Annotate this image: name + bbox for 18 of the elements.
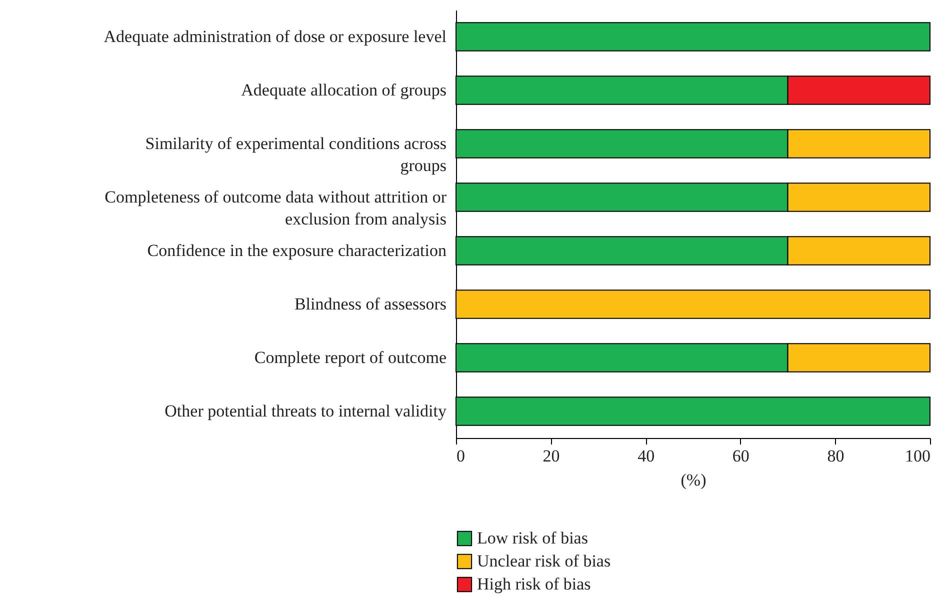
y-tick-label: Complete report of outcome [254, 348, 446, 367]
x-tick-label: 80 [827, 446, 844, 466]
y-tick-label: Adequate administration of dose or exposure level [104, 26, 447, 46]
y-tick-label: Completeness of outcome data without attrition or exclusion from analysis [104, 187, 447, 228]
x-tick-label: 100 [905, 446, 930, 466]
y-tick-label: Blindness of assessors [294, 294, 446, 314]
y-tick-label: Similarity of experimental conditions across groups [145, 134, 446, 175]
legend-label: Unclear risk of bias [477, 552, 611, 570]
legend-label: Low risk of bias [477, 528, 588, 548]
x-tick-label: 20 [542, 446, 560, 466]
x-axis-title: (%) [680, 470, 706, 490]
y-tick-label: Adequate allocation of groups [241, 80, 446, 100]
x-tick-label: 0 [456, 446, 465, 466]
y-tick-label: Confidence in the exposure characterization [147, 240, 447, 260]
x-tick-label: 40 [638, 446, 655, 466]
x-tick-label: 60 [732, 446, 750, 466]
y-tick-label: Other potential threats to internal validity [164, 401, 447, 420]
legend-label: High risk of bias [477, 574, 591, 594]
